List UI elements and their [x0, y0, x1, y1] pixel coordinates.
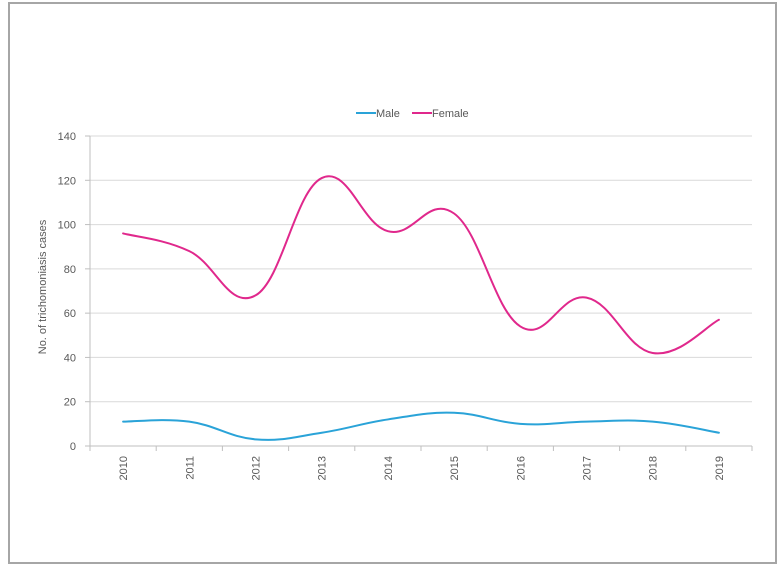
series-line-male [122, 411, 720, 441]
y-tick-label: 120 [58, 175, 76, 187]
gridlines [90, 135, 752, 403]
series-lines [122, 175, 720, 441]
y-tick-labels: 0 20 40 60 80 100 120 140 [58, 131, 76, 453]
legend: Male Female [356, 108, 469, 120]
series-line-female [122, 175, 720, 355]
x-tick-label: 2017 [582, 456, 594, 480]
x-tick-label: 2015 [449, 456, 461, 480]
chart-frame [8, 2, 777, 564]
y-tick-label: 140 [58, 131, 76, 143]
x-tick-label: 2011 [184, 456, 196, 480]
y-tick-label: 60 [64, 308, 76, 320]
legend-item-male: Male [356, 108, 400, 120]
axes [85, 135, 753, 451]
y-tick-label: 80 [64, 264, 76, 276]
legend-label-male: Male [376, 108, 400, 120]
x-tick-label: 2013 [317, 456, 329, 480]
x-tick-label: 2014 [383, 456, 395, 480]
x-tick-label: 2016 [515, 456, 527, 480]
y-axis-label: No. of trichomoniasis cases [37, 219, 49, 354]
y-tick-label: 100 [58, 220, 76, 232]
legend-label-female: Female [432, 108, 469, 120]
y-tick-label: 0 [70, 441, 76, 453]
x-tick-label: 2019 [714, 456, 726, 480]
y-tick-label: 20 [64, 397, 76, 409]
x-tick-label: 2018 [648, 456, 660, 480]
legend-item-female: Female [412, 108, 469, 120]
x-tick-labels: 2010 2011 2012 2013 2014 2015 2016 2017 2018 2019 [118, 456, 726, 480]
x-tick-label: 2012 [251, 456, 263, 480]
x-tick-label: 2010 [118, 456, 130, 480]
y-tick-label: 40 [64, 352, 76, 364]
